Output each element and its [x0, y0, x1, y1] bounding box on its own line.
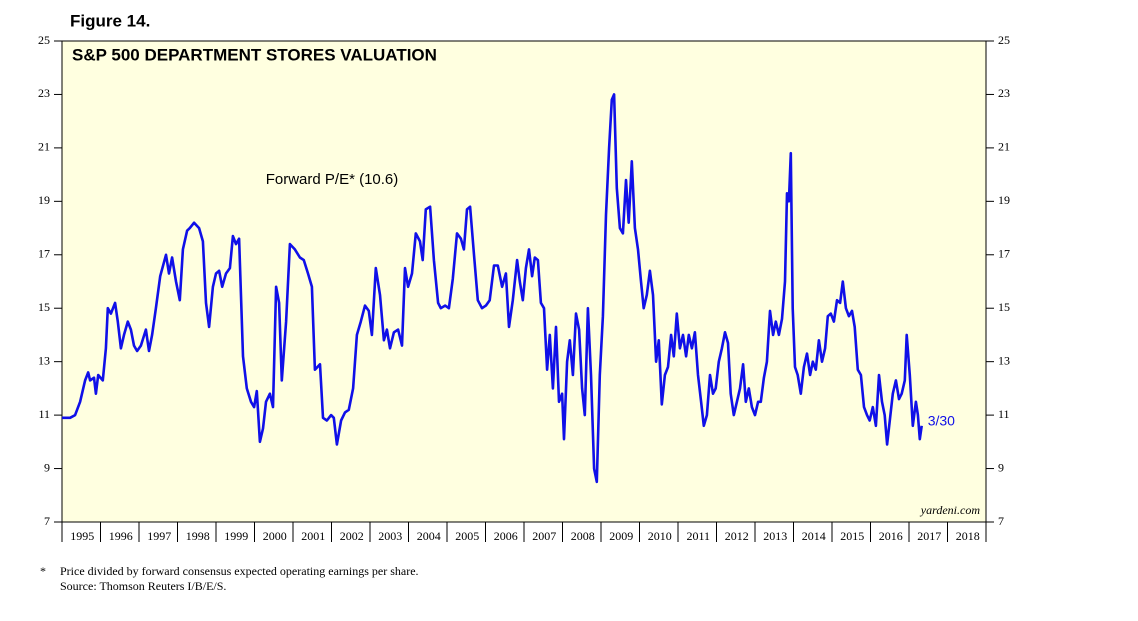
- y-tick-label: 21: [38, 140, 50, 154]
- x-tick-label: 1999: [224, 529, 248, 543]
- y-tick-label: 25: [38, 33, 50, 47]
- x-tick-label: 2013: [763, 529, 787, 543]
- x-tick-label: 2010: [648, 529, 672, 543]
- watermark: yardeni.com: [920, 503, 981, 517]
- x-tick-label: 2002: [340, 529, 364, 543]
- y-tick-label: 9: [998, 460, 1004, 474]
- series-line: [62, 93, 923, 484]
- y-tick-label: 7: [998, 514, 1004, 528]
- x-tick-label: 1995: [70, 529, 94, 543]
- x-tick-label: 2005: [455, 529, 479, 543]
- y-tick-label: 11: [38, 407, 50, 421]
- series-label: Forward P/E* (10.6): [266, 171, 399, 188]
- y-tick-label: 21: [998, 140, 1010, 154]
- y-tick-label: 23: [998, 86, 1010, 100]
- x-tick-label: 2011: [686, 529, 710, 543]
- y-tick-label: 15: [998, 300, 1010, 314]
- x-tick-label: 1997: [147, 529, 171, 543]
- x-tick-label: 2006: [494, 529, 518, 543]
- end-label: 3/30: [928, 413, 955, 429]
- y-tick-label: 15: [38, 300, 50, 314]
- x-tick-label: 2014: [802, 529, 826, 543]
- x-tick-label: 2015: [840, 529, 864, 543]
- y-tick-label: 7: [44, 514, 50, 528]
- y-tick-label: 9: [44, 460, 50, 474]
- x-tick-label: 2007: [532, 529, 556, 543]
- y-tick-label: 23: [38, 86, 50, 100]
- y-tick-label: 11: [998, 407, 1010, 421]
- source: Source: Thomson Reuters I/B/E/S.: [60, 579, 226, 593]
- x-tick-label: 2009: [609, 529, 633, 543]
- x-tick-label: 2003: [378, 529, 402, 543]
- y-tick-label: 19: [998, 193, 1010, 207]
- x-tick-label: 1996: [109, 529, 133, 543]
- x-tick-label: 2017: [917, 529, 941, 543]
- x-tick-label: 2016: [879, 529, 903, 543]
- y-tick-label: 13: [38, 353, 50, 367]
- y-tick-label: 25: [998, 33, 1010, 47]
- x-tick-label: 2008: [571, 529, 595, 543]
- y-tick-label: 17: [38, 247, 50, 261]
- y-tick-label: 19: [38, 193, 50, 207]
- chart-title: S&P 500 DEPARTMENT STORES VALUATION: [72, 45, 437, 64]
- x-tick-label: 2000: [263, 529, 287, 543]
- x-tick-label: 2001: [301, 529, 325, 543]
- x-tick-label: 2018: [956, 529, 980, 543]
- x-tick-label: 1998: [186, 529, 210, 543]
- figure-label: Figure 14.: [70, 11, 150, 30]
- x-tick-label: 2012: [725, 529, 749, 543]
- footnote-marker: *: [40, 564, 46, 578]
- y-tick-label: 17: [998, 247, 1010, 261]
- y-tick-label: 13: [998, 353, 1010, 367]
- x-tick-label: 2004: [417, 529, 441, 543]
- footnote: Price divided by forward consensus expec…: [60, 564, 419, 578]
